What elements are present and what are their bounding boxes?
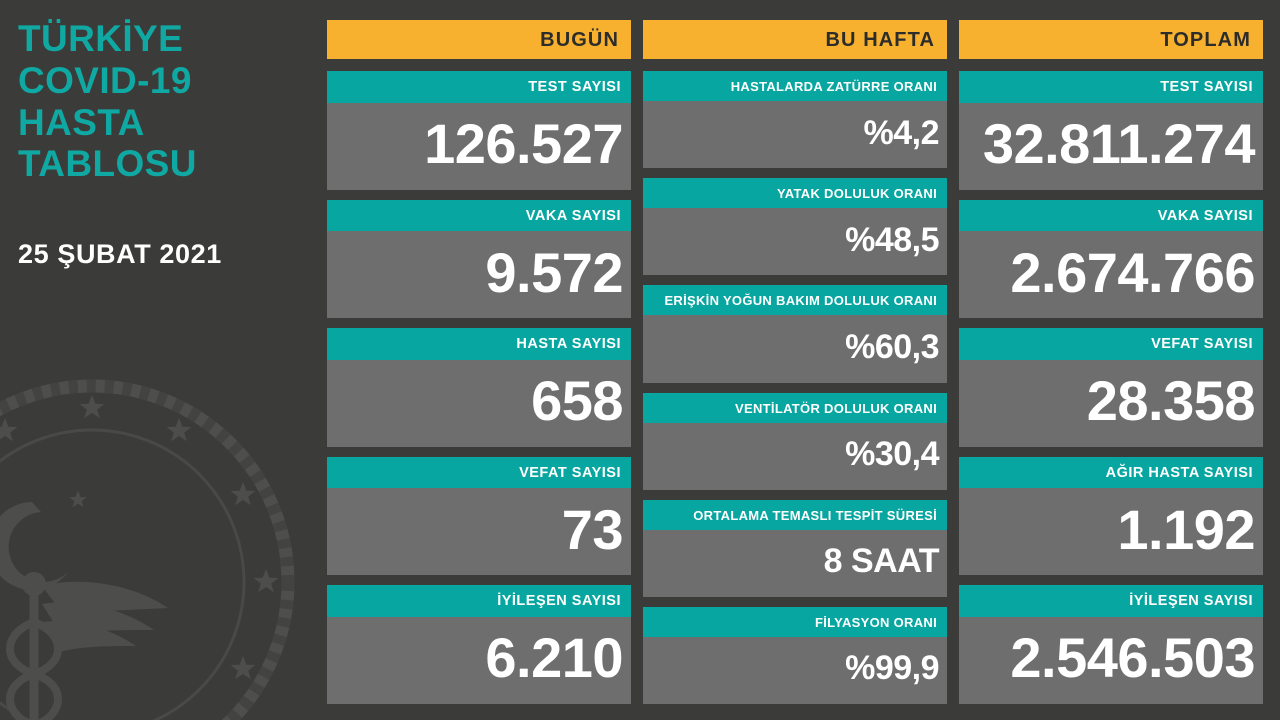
- metric-value: 32.811.274: [959, 102, 1263, 190]
- metric-label: FİLYASYON ORANI: [643, 606, 947, 637]
- metric-row: ORTALAMA TEMASLI TESPİT SÜRESİ 8 SAAT: [643, 499, 947, 597]
- metric-label: TEST SAYISI: [959, 71, 1263, 103]
- metric-row: ERİŞKİN YOĞUN BAKIM DOLULUK ORANI %60,3: [643, 285, 947, 383]
- metric-row: VEFAT SAYISI 28.358: [959, 328, 1263, 447]
- metric-row: FİLYASYON ORANI %99,9: [643, 606, 947, 705]
- metric-row: TEST SAYISI 126.527: [327, 71, 631, 190]
- metric-value: %99,9: [643, 636, 947, 705]
- metric-row: İYİLEŞEN SAYISI 6.210: [327, 585, 631, 704]
- column-header-toplam: TOPLAM: [959, 20, 1263, 59]
- metric-row: VAKA SAYISI 9.572: [327, 199, 631, 319]
- metric-value: 126.527: [327, 102, 631, 190]
- metric-value: 6.210: [327, 616, 631, 704]
- metric-label: YATAK DOLULUK ORANI: [643, 178, 947, 209]
- metric-label: ORTALAMA TEMASLI TESPİT SÜRESİ: [643, 499, 947, 530]
- metric-row: TEST SAYISI 32.811.274: [959, 71, 1263, 190]
- stats-rows: TEST SAYISI 126.527 VAKA SAYISI 9.572 HASTA …: [327, 71, 631, 704]
- metric-label: ERİŞKİN YOĞUN BAKIM DOLULUK ORANI: [643, 285, 947, 316]
- metric-value: %48,5: [643, 208, 947, 276]
- metric-value: %60,3: [643, 315, 947, 383]
- stats-rows: HASTALARDA ZATÜRRE ORANI %4,2 YATAK DOLULU…: [643, 71, 947, 705]
- page-title-line: COVID-19: [18, 59, 192, 101]
- metric-value: 28.358: [959, 359, 1263, 447]
- metric-value: 9.572: [327, 231, 631, 319]
- page-title-line: TABLOSU: [18, 143, 197, 185]
- column-header-bu-hafta: BU HAFTA: [643, 20, 947, 59]
- report-date: 25 ŞUBAT 2021: [18, 239, 222, 270]
- page-title-line: HASTA: [18, 101, 145, 143]
- metric-value: 658: [327, 359, 631, 447]
- metric-value: 2.546.503: [959, 616, 1263, 704]
- metric-value: 8 SAAT: [643, 529, 947, 597]
- metric-value: 73: [327, 488, 631, 576]
- metric-row: VAKA SAYISI 2.674.766: [959, 199, 1263, 319]
- metric-row: VENTİLATÖR DOLULUK ORANI %30,4: [643, 392, 947, 490]
- metric-value: %4,2: [643, 101, 947, 169]
- metric-label: HASTALARDA ZATÜRRE ORANI: [643, 71, 947, 101]
- metric-label: VEFAT SAYISI: [959, 328, 1263, 360]
- metric-label: TEST SAYISI: [327, 71, 631, 103]
- page-title-line: TÜRKİYE: [18, 18, 184, 59]
- title-panel: TÜRKİYE COVID-19 HASTA TABLOSU 25 ŞUBAT 202…: [18, 18, 318, 270]
- column-header-bugun: BUGÜN: [327, 20, 631, 59]
- metric-row: YATAK DOLULUK ORANI %48,5: [643, 178, 947, 276]
- metric-label: AĞIR HASTA SAYISI: [959, 456, 1263, 489]
- metric-value: %30,4: [643, 422, 947, 490]
- metric-label: İYİLEŞEN SAYISI: [327, 585, 631, 617]
- metric-row: HASTALARDA ZATÜRRE ORANI %4,2: [643, 71, 947, 169]
- metric-row: İYİLEŞEN SAYISI 2.546.503: [959, 585, 1263, 704]
- metric-label: HASTA SAYISI: [327, 328, 631, 360]
- metric-label: VAKA SAYISI: [959, 199, 1263, 232]
- metric-label: VENTİLATÖR DOLULUK ORANI: [643, 392, 947, 423]
- metric-label: VEFAT SAYISI: [327, 456, 631, 489]
- metric-label: İYİLEŞEN SAYISI: [959, 585, 1263, 617]
- metric-row: AĞIR HASTA SAYISI 1.192: [959, 456, 1263, 576]
- page-title: TÜRKİYE COVID-19 HASTA TABLOSU: [18, 18, 318, 185]
- metric-label: VAKA SAYISI: [327, 199, 631, 232]
- metric-row: HASTA SAYISI 658: [327, 328, 631, 447]
- metric-row: VEFAT SAYISI 73: [327, 456, 631, 576]
- covid-stats-table: BUGÜN TEST SAYISI 126.527 VAKA SAYISI 9.572 H…: [327, 20, 1263, 705]
- stats-column-bu-hafta: BU HAFTA HASTALARDA ZATÜRRE ORANI %4,2 YATA…: [643, 20, 947, 705]
- metric-value: 1.192: [959, 488, 1263, 576]
- metric-value: 2.674.766: [959, 231, 1263, 319]
- stats-rows: TEST SAYISI 32.811.274 VAKA SAYISI 2.674.76…: [959, 71, 1263, 704]
- stats-column-bugun: BUGÜN TEST SAYISI 126.527 VAKA SAYISI 9.572 H…: [327, 20, 631, 704]
- stats-column-toplam: TOPLAM TEST SAYISI 32.811.274 VAKA SAYISI 2.…: [959, 20, 1263, 704]
- turkish-ministry-of-health-emblem-icon: [0, 379, 295, 720]
